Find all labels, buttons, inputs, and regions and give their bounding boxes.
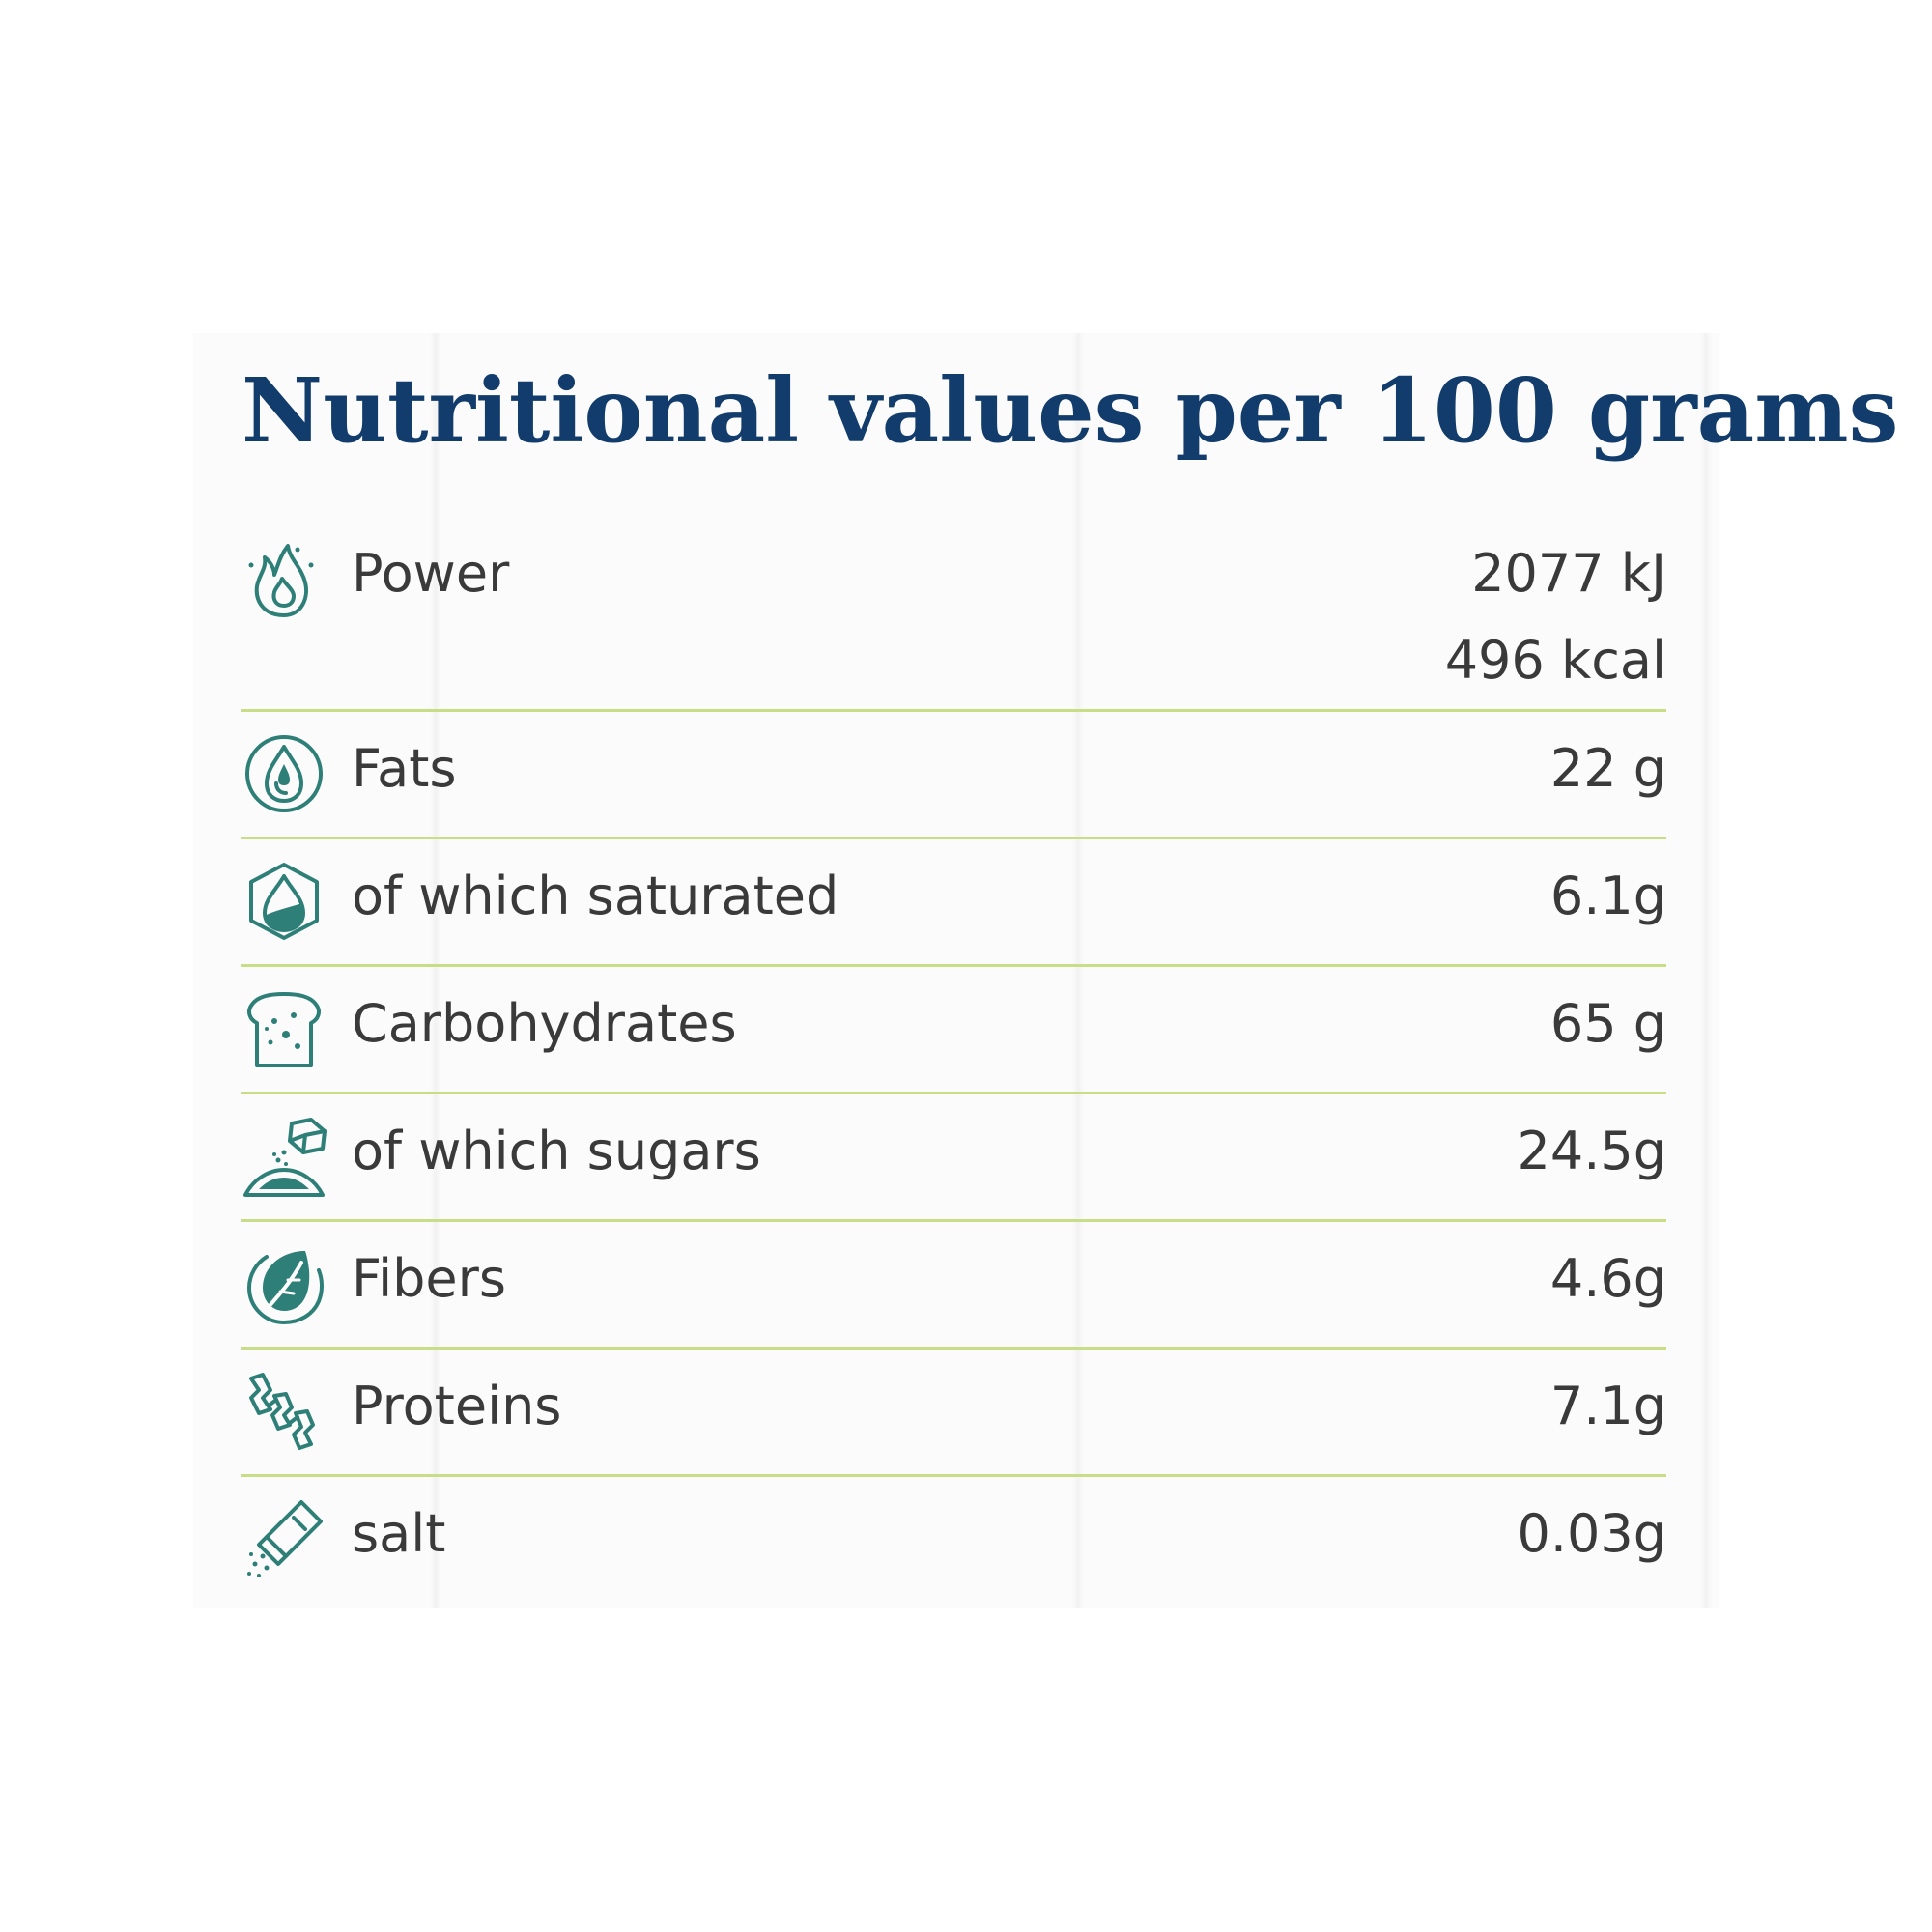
nutrition-row-salt: salt 0.03g bbox=[242, 1477, 1666, 1605]
nutrient-value: 65 g bbox=[1549, 993, 1666, 1054]
sugar-cube-icon bbox=[242, 1114, 327, 1199]
nutrient-value: 7.1g bbox=[1549, 1376, 1666, 1436]
nutrient-value-kj: 2077 kJ bbox=[1471, 543, 1666, 604]
page-title: Nutritional values per 100 grams bbox=[242, 358, 1899, 463]
nutrient-label: of which sugars bbox=[352, 1121, 761, 1181]
nutrition-row-carbohydrates: Carbohydrates 65 g bbox=[242, 967, 1666, 1094]
flame-icon bbox=[242, 536, 327, 621]
bread-icon bbox=[242, 986, 327, 1071]
nutrition-row-fats: Fats 22 g bbox=[242, 712, 1666, 839]
nutrition-row-proteins: Proteins 7.1g bbox=[242, 1350, 1666, 1477]
protein-chain-icon bbox=[242, 1369, 327, 1454]
nutrient-label: Carbohydrates bbox=[352, 993, 737, 1054]
salt-shaker-icon bbox=[242, 1496, 327, 1581]
nutrient-label: Proteins bbox=[352, 1376, 562, 1436]
nutrition-row-fibers: Fibers 4.6g bbox=[242, 1222, 1666, 1350]
nutrient-value: 4.6g bbox=[1549, 1248, 1666, 1309]
background-panel bbox=[193, 333, 1719, 1608]
nutrient-label: salt bbox=[352, 1503, 446, 1564]
nutrient-label: Fats bbox=[352, 738, 457, 799]
nutrient-label: Fibers bbox=[352, 1248, 506, 1309]
nutrient-label: Power bbox=[352, 543, 510, 604]
nutrition-row-power: Power 2077 kJ 496 kcal bbox=[242, 517, 1666, 712]
nutrient-value: 0.03g bbox=[1517, 1503, 1666, 1564]
nutrition-row-saturated: of which saturated 6.1g bbox=[242, 839, 1666, 967]
leaf-icon bbox=[242, 1241, 327, 1326]
nutrient-label: of which saturated bbox=[352, 866, 839, 926]
oil-drop-icon bbox=[242, 731, 327, 816]
nutrient-value: 24.5g bbox=[1517, 1121, 1666, 1181]
nutrient-value-kcal: 496 kcal bbox=[1444, 630, 1666, 691]
saturated-drop-icon bbox=[242, 859, 327, 944]
nutrition-table: Power 2077 kJ 496 kcal Fats 22 g of whic… bbox=[242, 517, 1666, 1605]
nutrient-value: 6.1g bbox=[1549, 866, 1666, 926]
nutrient-value: 22 g bbox=[1549, 738, 1666, 799]
nutrition-row-sugars: of which sugars 24.5g bbox=[242, 1094, 1666, 1222]
